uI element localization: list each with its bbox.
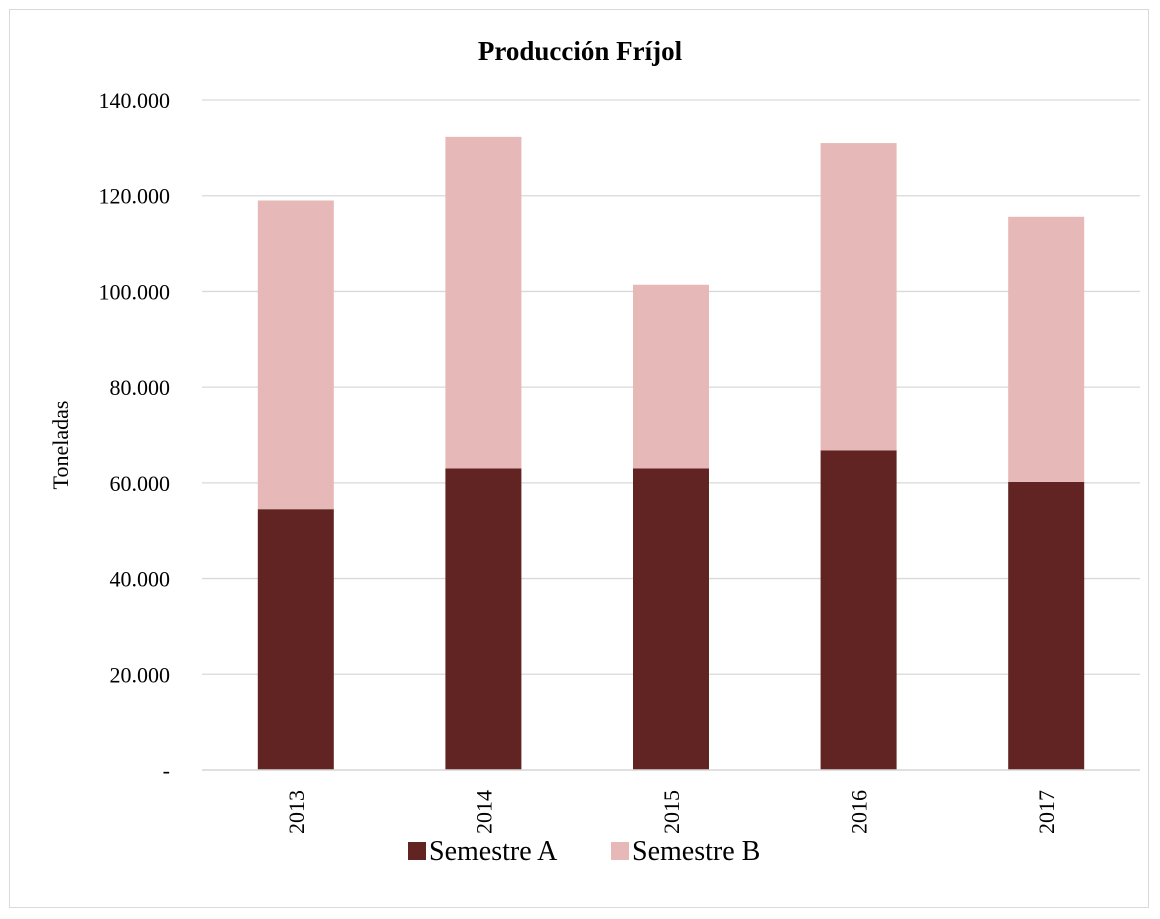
legend: Semestre A Semestre B [408,836,760,867]
bar-semestre-a-2014 [445,468,522,770]
y-tick-label: 40.000 [110,567,171,592]
y-tick-label: - [163,758,170,783]
bar-semestre-b-2016 [820,143,897,451]
bar-semestre-b-2013 [257,200,334,510]
y-tick-label: 20.000 [110,662,171,687]
y-tick-label: 60.000 [110,471,171,496]
bars [202,136,1140,771]
legend-label: Semestre B [632,836,760,867]
legend-label: Semestre A [429,836,558,867]
legend-swatch [408,842,426,860]
chart-frame: Producción Fríjol Toneladas - 20.000 40.00… [9,9,1149,908]
bar-semestre-a-2015 [633,468,709,770]
x-tick-label: 2013 [284,790,309,834]
y-tick-labels: - 20.000 40.000 60.000 80.000 100.000 120.000 1… [99,88,171,783]
chart-title: Producción Fríjol [478,36,683,66]
y-tick-label: 140.000 [99,88,171,113]
y-axis-title: Toneladas [48,401,73,490]
stacked-bar-chart: Producción Fríjol Toneladas - 20.000 40.00… [48,36,1140,867]
bar-semestre-b-2017 [1008,216,1085,482]
x-tick-label: 2015 [659,790,684,834]
x-tick-label: 2017 [1034,790,1059,834]
x-tick-label: 2016 [847,790,872,834]
bar-semestre-a-2017 [1008,481,1085,770]
x-tick-labels: 2013 2014 2015 2016 2017 [284,790,1059,834]
y-tick-label: 120.000 [99,184,171,209]
bar-semestre-a-2013 [257,509,334,770]
legend-swatch [611,842,629,860]
y-tick-label: 100.000 [99,279,171,304]
bar-semestre-a-2016 [820,450,897,770]
x-tick-label: 2014 [471,790,496,834]
bar-semestre-b-2014 [445,136,522,469]
y-tick-label: 80.000 [110,375,171,400]
bar-semestre-b-2015 [633,284,709,469]
